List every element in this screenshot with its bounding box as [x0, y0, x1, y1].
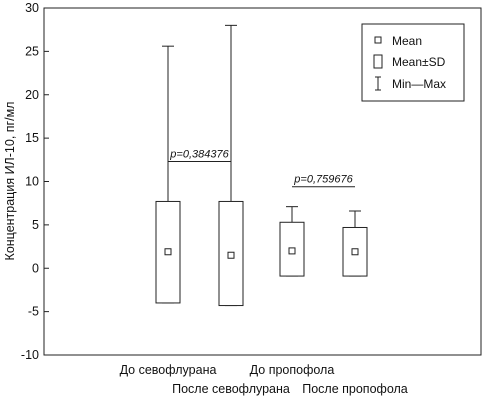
y-tick-label: 20: [25, 88, 39, 102]
mean-marker: [351, 248, 359, 256]
y-tick-label: 15: [25, 131, 39, 145]
y-tick-label: 10: [25, 175, 39, 189]
legend: Mean Mean±SD Min—Max: [361, 23, 465, 102]
mean-marker: [227, 251, 235, 259]
legend-mean-symbol: [374, 36, 382, 44]
y-tick-label: 0: [32, 261, 39, 275]
box-group: [279, 206, 305, 277]
comparison-p-value: p=0,759676: [293, 174, 353, 186]
comparison-annotations: p=0,384376 p=0,759676: [168, 149, 355, 188]
box-group: [218, 24, 244, 307]
y-axis-title: Концентрация ИЛ-10, пг/мл: [3, 102, 17, 261]
box-group: [155, 45, 181, 304]
mean-marker: [288, 247, 296, 255]
legend-whisker-symbol: [375, 76, 381, 91]
y-tick-label: 25: [25, 44, 39, 58]
box-group: [342, 210, 368, 277]
comparison-p-value: p=0,384376: [169, 149, 229, 161]
box-series: [155, 24, 368, 307]
x-tick-label: После пропофола: [302, 382, 408, 396]
y-tick-label: 5: [32, 218, 39, 232]
y-tick-label: -5: [28, 305, 39, 319]
legend-mean-label: Mean: [392, 34, 422, 48]
y-tick-label: 30: [25, 1, 39, 15]
x-tick-label: До пропофола: [250, 363, 335, 377]
legend-box-label: Mean±SD: [392, 55, 446, 69]
x-tick-label: После севофлурана: [172, 382, 290, 396]
x-tick-label: До севофлурана: [120, 363, 217, 377]
sd-box: [218, 200, 244, 307]
x-axis-labels: До севофлурана После севофлурана До пропоф…: [120, 363, 408, 396]
mean-marker: [164, 248, 172, 256]
legend-box-symbol: [373, 54, 383, 69]
legend-whisker-label: Min—Max: [392, 77, 446, 91]
y-tick-label: -10: [21, 348, 39, 362]
y-axis: -10 -5 0 5 10 15 20 25 30: [21, 1, 49, 362]
